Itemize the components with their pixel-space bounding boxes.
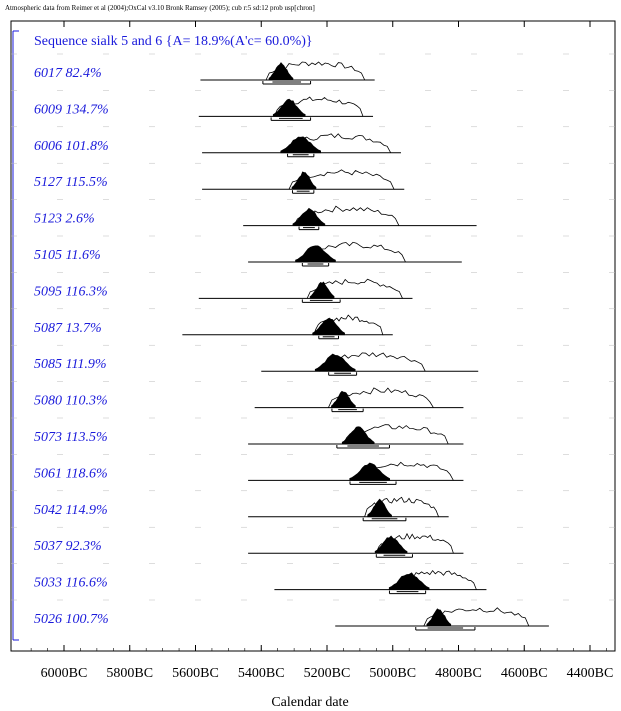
posterior-distribution (341, 426, 375, 445)
posterior-distribution (292, 207, 326, 226)
prior-distribution (313, 314, 384, 336)
sample-row: 5026 100.7% (11, 599, 615, 631)
x-tick-label: 6000BC (41, 666, 88, 681)
sample-row: 5061 118.6% (11, 454, 615, 485)
sample-label: 5061 118.6% (34, 466, 108, 481)
sample-row: 5087 13.7% (11, 308, 615, 340)
sample-row: 5095 116.3% (11, 272, 615, 303)
sample-label: 5026 100.7% (34, 612, 109, 627)
plot-frame (10, 20, 616, 652)
x-axis-tick-labels: 6000BC 5800BC 5600BC 5400BC 5200BC 5000BC 4800… (41, 666, 614, 681)
sample-label: 6006 101.8% (34, 139, 109, 154)
sample-row: 5042 114.9% (11, 490, 615, 522)
sample-label: 5087 13.7% (34, 321, 102, 336)
sample-label: 5123 2.6% (34, 212, 95, 227)
x-tick-label: 5400BC (238, 666, 285, 681)
sample-row: 5033 116.6% (11, 563, 615, 595)
sample-row: 6017 82.4% (11, 53, 615, 85)
posterior-distribution (309, 281, 335, 299)
posterior-distribution (367, 498, 392, 518)
x-tick-label: 4400BC (567, 666, 614, 681)
x-tick-label: 5000BC (369, 666, 416, 681)
sample-row: 6009 134.7% (11, 90, 615, 121)
posterior-distribution (388, 572, 430, 590)
sample-label: 5105 11.6% (34, 248, 101, 263)
x-tick-label: 4800BC (435, 666, 482, 681)
sequence-bracket (12, 30, 19, 641)
sample-label: 5085 111.9% (34, 357, 107, 372)
x-tick-label: 5600BC (172, 666, 219, 681)
chart-title: Sequence sialk 5 and 6 {A= 18.9%(A'c= 60… (34, 34, 313, 49)
sample-row: 5127 115.5% (11, 162, 615, 194)
posterior-distribution (291, 171, 317, 190)
posterior-distribution (295, 245, 336, 263)
posterior-distribution (331, 390, 356, 408)
sample-label: 5080 110.3% (34, 394, 108, 409)
sample-label: 5042 114.9% (34, 503, 108, 518)
sample-row: 5037 92.3% (11, 526, 615, 558)
sample-label: 5095 116.3% (34, 284, 108, 299)
sample-row: 5105 11.6% (11, 235, 615, 267)
x-axis-title: Calendar date (271, 695, 348, 710)
sample-label: 5033 116.6% (34, 576, 108, 591)
posterior-distribution (426, 608, 452, 627)
sample-label: 5037 92.3% (34, 539, 102, 554)
sample-label: 6009 134.7% (34, 102, 109, 117)
posterior-distribution (280, 136, 321, 154)
posterior-distribution (314, 353, 356, 372)
sample-row: 5073 113.5% (11, 417, 615, 449)
posterior-distribution (374, 535, 408, 554)
posterior-distribution (268, 62, 294, 81)
tick-marks (30, 21, 607, 651)
sample-label: 6017 82.4% (34, 66, 102, 81)
sample-row: 6006 101.8% (11, 126, 615, 158)
posterior-distribution (349, 462, 391, 481)
x-tick-label: 4600BC (501, 666, 548, 681)
sample-label: 5127 115.5% (34, 175, 108, 190)
posterior-distribution (272, 98, 306, 117)
sample-row: 5080 110.3% (11, 381, 615, 413)
sample-row: 5123 2.6% (11, 199, 615, 231)
calibration-info-header: Atmospheric data from Reimer et al (2004… (5, 4, 315, 12)
posterior-distribution (312, 318, 345, 336)
x-tick-label: 5800BC (106, 666, 153, 681)
x-tick-label: 5200BC (304, 666, 351, 681)
sample-row: 5085 111.9% (11, 344, 615, 376)
sample-label: 5073 113.5% (34, 430, 108, 445)
sample-rows: 6017 82.4% 6009 134.7% 6006 101.8% 5127 115… (11, 53, 615, 631)
